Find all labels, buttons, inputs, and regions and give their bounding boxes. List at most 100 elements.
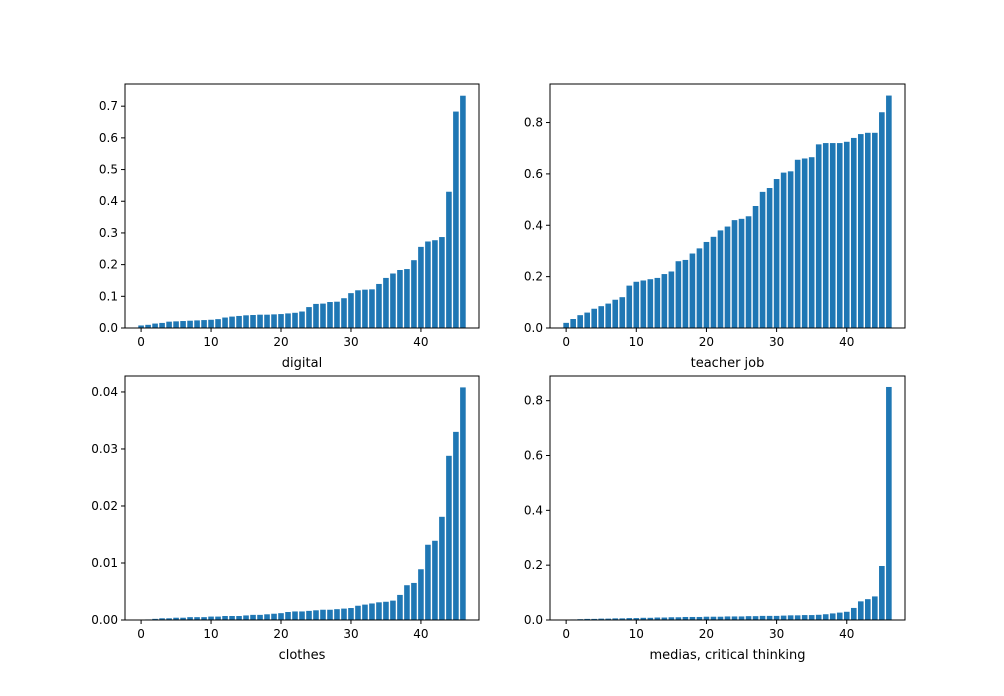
bar-42 (857, 134, 864, 328)
bar-32 (787, 171, 794, 328)
x-tick-label: 40 (413, 627, 428, 641)
bar-24 (731, 616, 738, 620)
bar-24 (306, 610, 312, 620)
bar-31 (355, 605, 361, 620)
bar-25 (313, 610, 319, 620)
bar-14 (236, 616, 242, 620)
bar-4 (591, 618, 597, 620)
bar-32 (787, 615, 794, 620)
bar-21 (285, 313, 291, 328)
bar-2 (152, 618, 158, 620)
y-tick-label: 0.04 (91, 385, 118, 399)
bar-13 (654, 617, 661, 620)
bar-22 (292, 611, 298, 620)
bar-12 (647, 617, 654, 620)
x-tick-label: 30 (769, 335, 784, 349)
bar-21 (285, 612, 291, 620)
bar-6 (605, 303, 612, 328)
bar-20 (278, 613, 284, 620)
x-tick-label: 30 (343, 335, 358, 349)
bar-series (563, 386, 892, 620)
bar-37 (397, 594, 403, 620)
bar-41 (425, 544, 431, 620)
bar-40 (418, 246, 424, 328)
bar-39 (411, 582, 417, 620)
x-axis-label: digital (282, 356, 322, 371)
subplot-1: 0 10 20 30 40 0.0 0.1 0.2 0.3 0.4 0.5 0.6 0.7 digital (99, 83, 480, 371)
x-tick-label: 20 (273, 627, 288, 641)
y-tick-label: 0.6 (524, 167, 543, 181)
bar-42 (432, 240, 438, 328)
bar-28 (334, 301, 340, 328)
bar-31 (355, 290, 361, 328)
bar-12 (222, 317, 228, 328)
x-tick-label: 0 (562, 335, 570, 349)
bar-33 (794, 159, 801, 328)
bar-27 (327, 609, 333, 620)
bar-12 (647, 279, 654, 328)
x-tick-label: 0 (562, 627, 570, 641)
bar-10 (208, 319, 214, 328)
bar-36 (390, 600, 396, 620)
bar-26 (745, 216, 752, 328)
y-tick-label: 0.01 (91, 556, 118, 570)
bar-4 (166, 321, 172, 328)
bar-8 (194, 617, 200, 620)
bar-16 (250, 315, 256, 328)
bar-7 (187, 617, 193, 620)
bar-5 (598, 618, 605, 620)
bar-10 (208, 616, 214, 620)
bar-44 (446, 455, 452, 620)
bar-22 (717, 616, 724, 620)
y-tick-label: 0.4 (524, 218, 543, 232)
bar-38 (829, 613, 836, 620)
y-tick-label: 0.0 (99, 321, 118, 335)
bar-1 (145, 324, 151, 328)
bar-36 (815, 614, 822, 620)
bar-28 (334, 609, 340, 620)
bar-20 (703, 616, 710, 620)
bar-20 (703, 241, 710, 328)
bar-5 (173, 321, 179, 328)
bar-7 (187, 320, 193, 328)
bar-32 (362, 289, 368, 328)
bar-42 (432, 540, 438, 620)
bar-43 (865, 599, 871, 620)
bar-39 (836, 612, 843, 620)
bar-7 (612, 618, 619, 620)
bar-45 (453, 431, 459, 620)
x-tick-label: 0 (137, 335, 145, 349)
bar-37 (822, 614, 829, 620)
x-tick-label: 40 (839, 335, 854, 349)
bar-30 (773, 179, 780, 328)
bar-15 (243, 315, 249, 328)
bar-29 (341, 608, 347, 620)
bar-6 (180, 617, 186, 620)
axes-frame (124, 375, 480, 621)
x-axis-label: medias, critical thinking (649, 648, 805, 663)
bar-19 (696, 616, 703, 620)
bar-28 (759, 191, 766, 328)
bar-19 (271, 314, 277, 328)
bar-24 (731, 220, 738, 328)
subplot-3: 0 10 20 30 40 0.00 0.01 0.02 0.03 0.04 clothes (91, 375, 480, 663)
axes-frame (549, 83, 906, 329)
bar-29 (341, 298, 347, 328)
bar-32 (362, 604, 368, 620)
bar-40 (418, 569, 424, 620)
x-tick-label: 20 (699, 627, 714, 641)
bar-14 (661, 617, 668, 620)
bar-46 (460, 95, 466, 328)
y-tick-label: 0.03 (91, 442, 118, 456)
bar-39 (411, 260, 417, 328)
y-tick-label: 0.2 (524, 558, 543, 572)
bar-5 (173, 617, 179, 620)
x-axis-label: clothes (279, 648, 326, 663)
bar-18 (689, 253, 696, 328)
bar-23 (299, 311, 305, 328)
bar-41 (850, 607, 857, 620)
bar-16 (675, 261, 682, 328)
bar-27 (752, 206, 759, 328)
y-tick-label: 0.6 (524, 449, 543, 463)
y-tick-label: 0.7 (99, 99, 118, 113)
